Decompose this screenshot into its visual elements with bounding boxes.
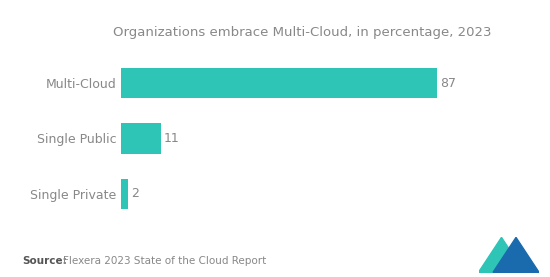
Title: Organizations embrace Multi-Cloud, in percentage, 2023: Organizations embrace Multi-Cloud, in pe… — [113, 26, 492, 39]
Bar — [121, 123, 161, 154]
Text: Source:: Source: — [22, 256, 67, 266]
Text: 11: 11 — [164, 132, 180, 145]
Text: 87: 87 — [439, 77, 456, 89]
Text: Flexera 2023 State of the Cloud Report: Flexera 2023 State of the Cloud Report — [63, 256, 267, 266]
Polygon shape — [493, 237, 539, 272]
Bar — [121, 179, 128, 209]
Bar — [121, 68, 437, 98]
Text: 2: 2 — [131, 188, 139, 200]
Polygon shape — [478, 237, 525, 272]
